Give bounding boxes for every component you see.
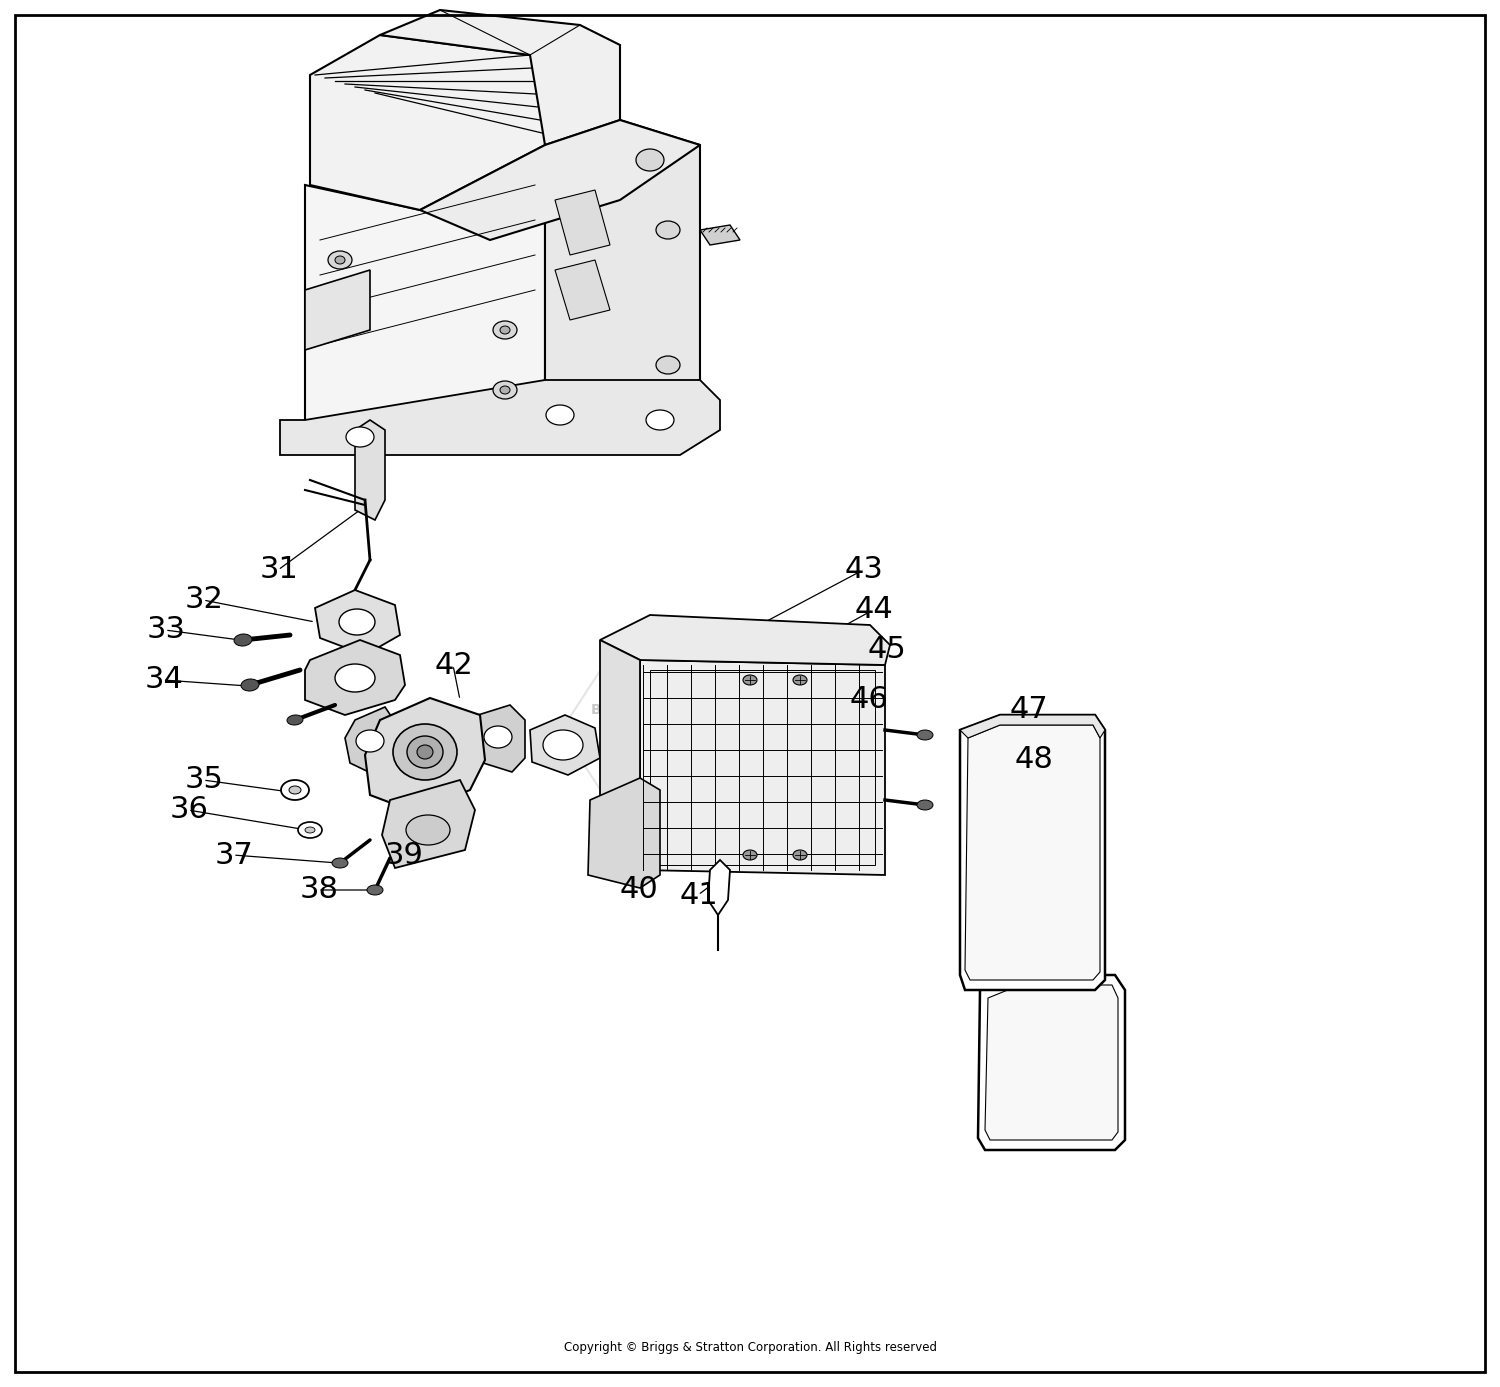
Ellipse shape	[656, 356, 680, 374]
Ellipse shape	[500, 386, 510, 394]
Text: 39: 39	[386, 841, 424, 870]
Text: &: &	[615, 728, 626, 742]
Ellipse shape	[494, 320, 517, 338]
Ellipse shape	[290, 786, 302, 793]
Text: 33: 33	[147, 616, 186, 645]
Text: STRATTON: STRATTON	[584, 749, 657, 761]
Text: 31: 31	[260, 556, 299, 584]
Polygon shape	[600, 614, 890, 664]
Text: 48: 48	[1016, 745, 1054, 774]
Ellipse shape	[494, 381, 517, 399]
Polygon shape	[555, 190, 610, 255]
Text: Copyright © Briggs & Stratton Corporation. All Rights reserved: Copyright © Briggs & Stratton Corporatio…	[564, 1340, 936, 1354]
Ellipse shape	[656, 221, 680, 239]
Ellipse shape	[794, 850, 807, 860]
Ellipse shape	[742, 850, 758, 860]
Text: BRIGGS: BRIGGS	[591, 703, 650, 717]
Text: 42: 42	[435, 651, 474, 680]
Polygon shape	[960, 716, 1106, 990]
Text: 40: 40	[620, 875, 658, 904]
Ellipse shape	[304, 827, 315, 834]
Text: 37: 37	[214, 841, 254, 870]
Ellipse shape	[286, 714, 303, 725]
Polygon shape	[530, 716, 600, 775]
Ellipse shape	[543, 730, 584, 760]
Ellipse shape	[332, 859, 348, 868]
Ellipse shape	[334, 257, 345, 264]
Text: 36: 36	[170, 796, 208, 824]
Ellipse shape	[346, 427, 374, 447]
Text: 35: 35	[184, 766, 224, 795]
Ellipse shape	[417, 745, 434, 759]
Ellipse shape	[916, 800, 933, 810]
Ellipse shape	[334, 664, 375, 692]
Ellipse shape	[328, 251, 352, 269]
Polygon shape	[356, 420, 386, 520]
Ellipse shape	[339, 609, 375, 635]
Polygon shape	[708, 860, 730, 915]
Ellipse shape	[393, 724, 458, 779]
Polygon shape	[978, 975, 1125, 1150]
Text: 34: 34	[146, 666, 184, 695]
Polygon shape	[364, 698, 484, 811]
Polygon shape	[280, 380, 720, 455]
Polygon shape	[472, 705, 525, 773]
Text: 45: 45	[868, 635, 906, 664]
Ellipse shape	[406, 816, 450, 845]
Ellipse shape	[500, 326, 510, 334]
Ellipse shape	[484, 725, 512, 748]
Ellipse shape	[546, 405, 574, 424]
Ellipse shape	[406, 736, 442, 768]
Polygon shape	[700, 225, 740, 245]
Polygon shape	[345, 707, 394, 775]
Polygon shape	[310, 35, 544, 209]
Ellipse shape	[742, 675, 758, 685]
Bar	[650, 670, 874, 865]
Ellipse shape	[356, 730, 384, 752]
Polygon shape	[600, 639, 640, 875]
Ellipse shape	[280, 779, 309, 800]
Polygon shape	[555, 259, 610, 320]
Text: 43: 43	[844, 556, 883, 584]
Ellipse shape	[916, 730, 933, 741]
Ellipse shape	[646, 411, 674, 430]
Ellipse shape	[242, 680, 260, 691]
Polygon shape	[304, 270, 370, 350]
Text: 32: 32	[184, 585, 224, 614]
Polygon shape	[986, 985, 1118, 1140]
Text: 46: 46	[850, 685, 888, 714]
Polygon shape	[304, 639, 405, 716]
Polygon shape	[382, 779, 476, 868]
Text: 44: 44	[855, 595, 894, 624]
Ellipse shape	[298, 822, 322, 838]
Polygon shape	[380, 10, 620, 146]
Polygon shape	[420, 121, 700, 240]
Text: 47: 47	[1010, 695, 1048, 724]
Text: 41: 41	[680, 881, 718, 910]
Polygon shape	[640, 660, 885, 875]
Polygon shape	[315, 589, 400, 655]
Ellipse shape	[234, 634, 252, 646]
Ellipse shape	[794, 675, 807, 685]
Text: 38: 38	[300, 875, 339, 904]
Ellipse shape	[636, 148, 664, 171]
Polygon shape	[588, 778, 660, 888]
Polygon shape	[960, 716, 1106, 738]
Ellipse shape	[368, 885, 382, 895]
Polygon shape	[304, 146, 544, 449]
Polygon shape	[964, 725, 1100, 981]
Polygon shape	[544, 121, 700, 405]
